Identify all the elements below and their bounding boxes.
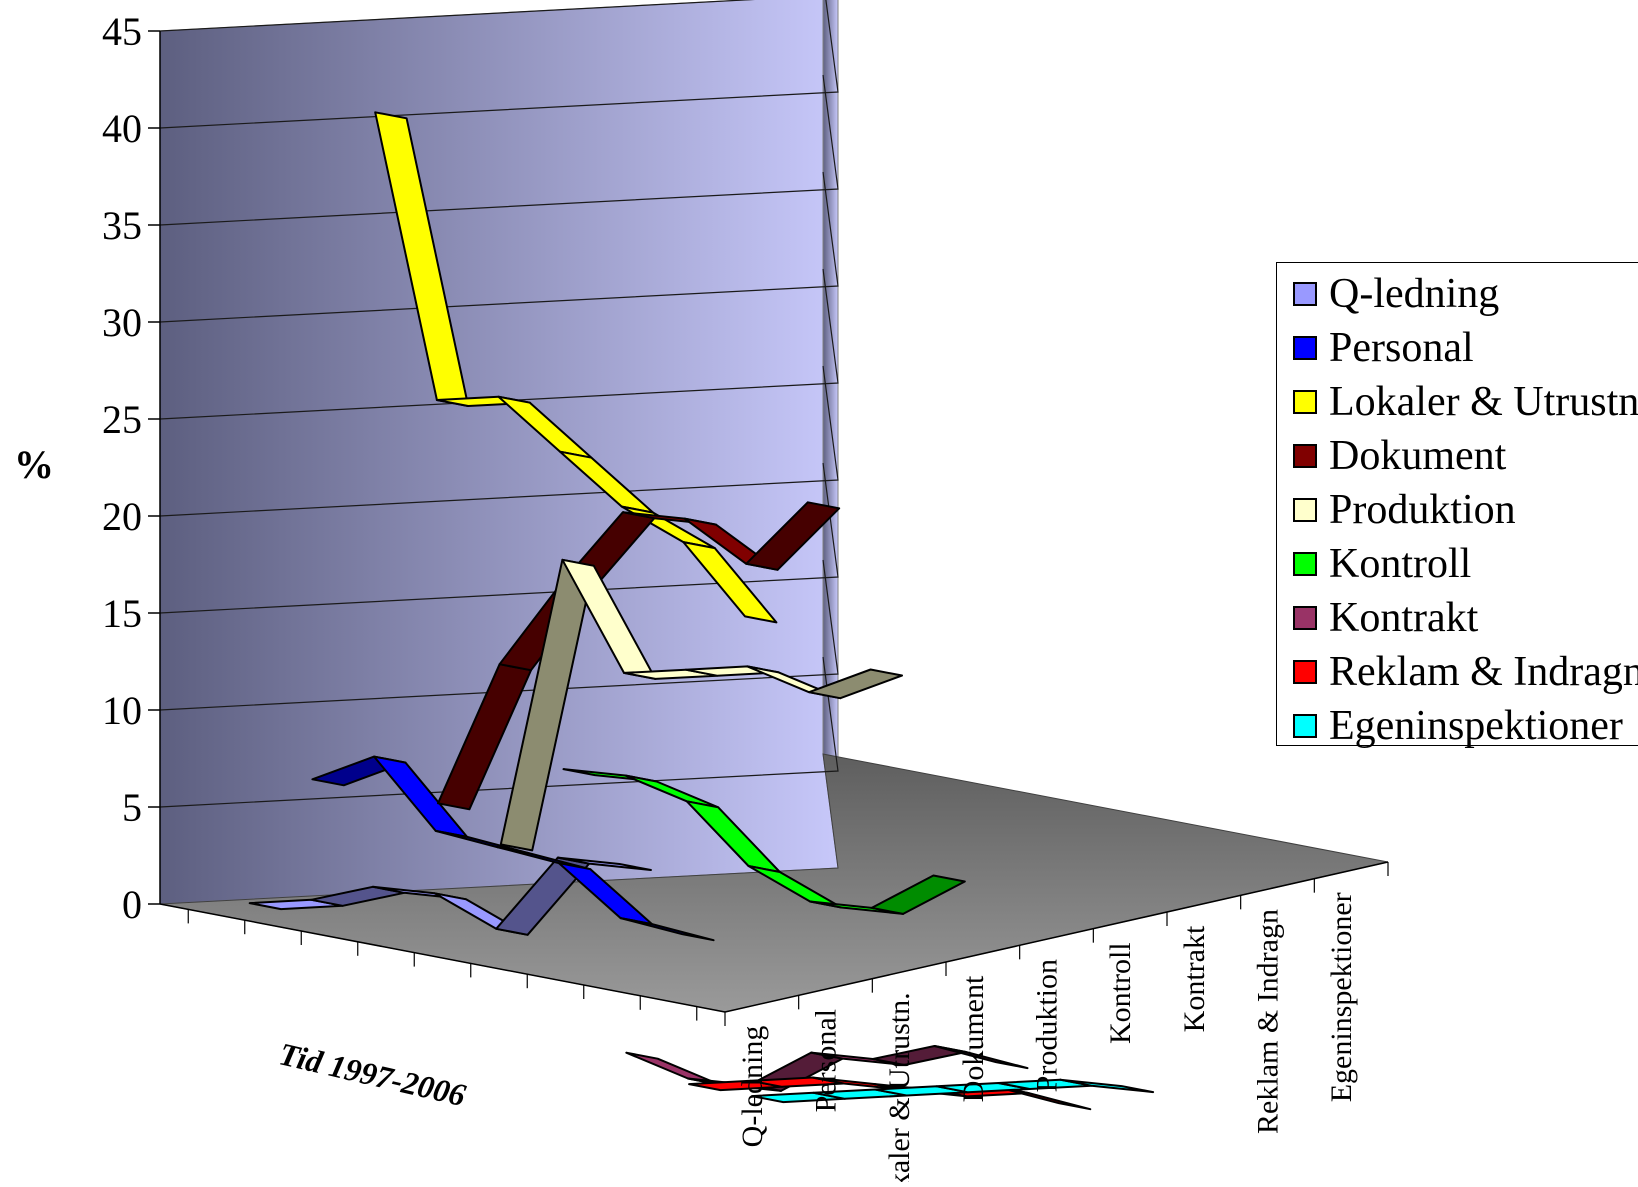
y-axis-title: % (14, 442, 54, 487)
ribbon-segment (808, 668, 903, 700)
back-wall (159, 0, 839, 905)
y-tick-label: 10 (102, 688, 142, 733)
gridline (159, 365, 839, 517)
legend-item: Dokument (1293, 429, 1506, 483)
depth-tick-label: Kontroll (1104, 942, 1137, 1044)
ribbon-segment (745, 501, 841, 571)
legend-swatch (1293, 606, 1317, 630)
depth-tick-label: Lokaler & Utrustn. (883, 992, 916, 1182)
series-ribbon (499, 558, 903, 852)
legend-swatch (1293, 660, 1317, 684)
gridline (159, 268, 839, 420)
legend-label: Reklam & Indragn (1329, 649, 1638, 695)
ribbon-segment (682, 541, 778, 624)
series-ribbon (374, 111, 778, 624)
gridline (159, 0, 756, 32)
legend-swatch (1293, 714, 1317, 738)
y-tick-label: 20 (102, 494, 142, 539)
ribbon-segment (870, 874, 966, 915)
legend-label: Egeninspektioner (1329, 703, 1623, 749)
gridline (159, 171, 839, 323)
legend-item: Personal (1293, 321, 1474, 375)
y-tick-label: 35 (102, 203, 142, 248)
legend-item: Kontroll (1293, 537, 1471, 591)
ribbon-segment (933, 1045, 1029, 1070)
legend-swatch (1293, 498, 1317, 522)
gridline (159, 559, 839, 711)
legend-swatch (1293, 390, 1317, 414)
legend-item: Lokaler & Utrustn. (1293, 375, 1638, 429)
legend-item: Q-ledning (1293, 267, 1499, 321)
time-axis-line (159, 903, 726, 1013)
axes: 0 5 10 15 20 25 30 35 40 45 Q-ledning Personal Lokal… (102, 9, 1389, 1187)
legend-item: Reklam & Indragn (1293, 645, 1638, 699)
x-axis-title: Tid 1997-2006 (276, 1035, 469, 1113)
legend-swatch (1293, 282, 1317, 306)
depth-tick-label: Produktion (1031, 959, 1064, 1092)
y-tick-label: 15 (102, 591, 142, 636)
legend-swatch (1293, 336, 1317, 360)
series-ribbon (562, 768, 966, 915)
depth-tick-label: Q-ledning (736, 1026, 769, 1148)
depth-tick-label: Kontrakt (1178, 925, 1211, 1032)
legend-label: Dokument (1329, 433, 1507, 479)
legend-label: Q-ledning (1329, 271, 1500, 317)
legend-item: Egeninspektioner (1293, 699, 1623, 753)
depth-tick-label: Dokument (957, 975, 990, 1102)
legend-swatch (1293, 444, 1317, 468)
legend-label: Lokaler & Utrustn. (1329, 379, 1638, 425)
series-ribbon (248, 856, 652, 936)
ribbon-segment (619, 917, 715, 942)
y-tick-label: 30 (102, 300, 142, 345)
series-ribbon (311, 755, 715, 942)
legend-swatch (1293, 552, 1317, 576)
legend-item: Kontrakt (1293, 591, 1478, 645)
legend-item: Produktion (1293, 483, 1516, 537)
depth-tick-label: Reklam & Indragn (1252, 909, 1285, 1134)
legend-label: Personal (1329, 325, 1474, 371)
ribbon-segment (996, 1086, 1092, 1111)
legend: Q-ledning Personal Lokaler & Utrustn. Do… (1276, 262, 1638, 747)
ribbon-segment (1059, 1078, 1155, 1094)
gridline (159, 74, 839, 226)
legend-label: Produktion (1329, 487, 1516, 533)
depth-tick-label: Personal (810, 1009, 843, 1112)
legend-label: Kontroll (1329, 541, 1472, 587)
y-tick-label: 5 (122, 785, 142, 830)
series-ribbon (750, 1078, 1155, 1104)
depth-tick-label: Egeninspektioner (1325, 892, 1358, 1102)
gridline (159, 462, 839, 614)
depth-axis-line (724, 861, 1389, 1013)
y-tick-label: 40 (102, 106, 142, 151)
series-layer (248, 111, 1155, 1111)
y-tick-label: 45 (102, 9, 142, 54)
y-tick-label: 0 (122, 882, 142, 927)
y-tick-label: 25 (102, 397, 142, 442)
ribbon-segment (556, 856, 652, 871)
legend-label: Kontrakt (1329, 595, 1479, 641)
